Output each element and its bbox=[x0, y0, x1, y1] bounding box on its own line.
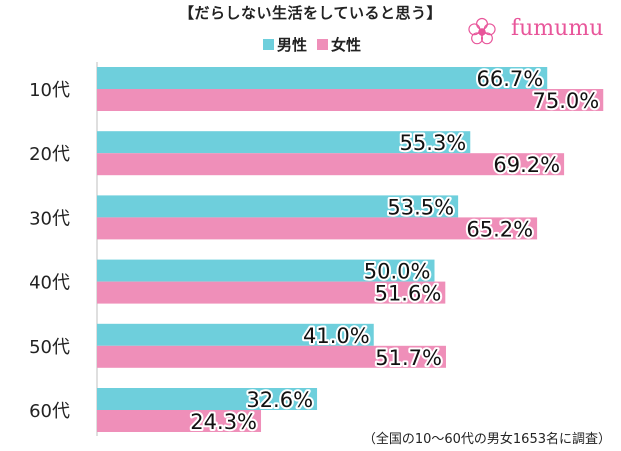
legend-swatch-male bbox=[263, 39, 274, 50]
category-label: 40代 bbox=[29, 273, 70, 294]
bar-female bbox=[97, 345, 446, 368]
flower-logo-icon bbox=[468, 17, 496, 45]
category-label: 20代 bbox=[29, 144, 70, 165]
data-label: 66.7% bbox=[477, 67, 544, 91]
legend-label-male: 男性 bbox=[277, 36, 308, 54]
legend-swatch-female bbox=[317, 39, 328, 50]
data-label: 65.2% bbox=[466, 217, 533, 241]
brand-logo-text: fumumu bbox=[511, 16, 604, 41]
category-label: 50代 bbox=[29, 337, 70, 358]
bar-male bbox=[97, 388, 318, 410]
data-label: 24.3% bbox=[190, 410, 257, 434]
bar-female bbox=[97, 410, 262, 432]
bar-male bbox=[97, 195, 459, 218]
category-label: 60代 bbox=[29, 401, 70, 422]
data-label: 75.0% bbox=[533, 89, 600, 113]
legend-item-male: 男性 bbox=[263, 34, 307, 55]
legend: 男性 女性 bbox=[0, 34, 621, 56]
data-label: 53.5% bbox=[387, 195, 454, 219]
bar-female bbox=[97, 89, 604, 111]
data-label: 69.2% bbox=[493, 153, 560, 177]
footnote: （全国の10～60代の男女1653名に調査） bbox=[362, 432, 611, 447]
category-label: 10代 bbox=[29, 80, 70, 101]
category-label: 30代 bbox=[29, 208, 70, 229]
data-label: 51.6% bbox=[375, 282, 442, 306]
data-label: 32.6% bbox=[246, 388, 313, 412]
data-label: 51.7% bbox=[375, 346, 442, 370]
bar-male bbox=[97, 67, 548, 89]
bar-female bbox=[97, 281, 446, 304]
bar-female bbox=[97, 153, 565, 176]
bar-female bbox=[97, 217, 538, 240]
legend-item-female: 女性 bbox=[317, 34, 361, 55]
bar-male bbox=[97, 259, 435, 282]
bar-male bbox=[97, 131, 471, 154]
chart-title: 【だらしない生活をしていると思う】 bbox=[178, 4, 443, 22]
data-label: 50.0% bbox=[364, 260, 431, 284]
data-label: 55.3% bbox=[400, 131, 467, 155]
data-label: 41.0% bbox=[303, 324, 370, 348]
bar-male bbox=[97, 323, 374, 346]
legend-label-female: 女性 bbox=[331, 36, 362, 54]
